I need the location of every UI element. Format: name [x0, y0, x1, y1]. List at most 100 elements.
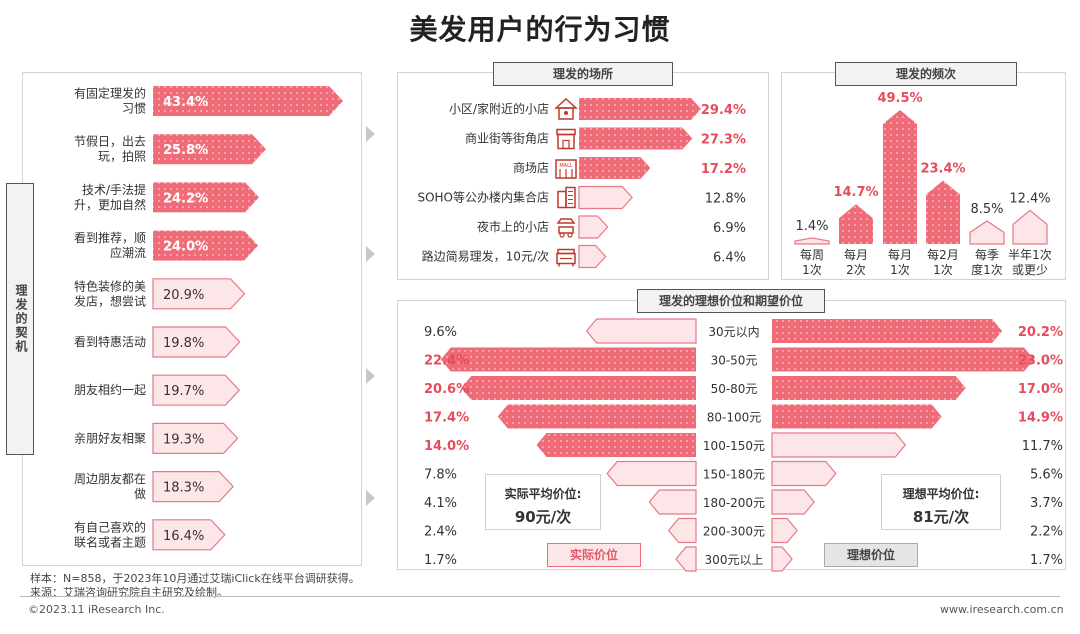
motive-category-label: 联名或者主题 [74, 534, 146, 549]
actual-average-value: 90元/次 [514, 508, 572, 526]
office-building-icon [557, 186, 576, 209]
freq-bar [839, 204, 873, 244]
ideal-average-value: 81元/次 [912, 508, 970, 526]
stall-wheel [567, 232, 573, 238]
motive-category-label: 升，更加自然 [74, 197, 146, 212]
freq-category-label: 每月 [844, 247, 868, 262]
page-title: 美发用户的行为习惯 [409, 13, 671, 46]
price-category-label: 50-80元 [711, 382, 758, 396]
motive-section-title: 理发的契机 [6, 183, 34, 455]
motive-category-label: 亲朋好友相聚 [74, 431, 146, 445]
actual-value-label: 4.1% [424, 496, 457, 511]
ideal-value-label: 17.0% [1018, 382, 1063, 397]
motive-value-label: 20.9% [163, 288, 204, 303]
place-category-label: 夜市上的小店 [477, 219, 549, 234]
ideal-price-bar [772, 376, 966, 400]
freq-bar [969, 220, 1005, 245]
motive-section-title-text: 理发的契机 [14, 284, 28, 354]
freq-bar [926, 180, 960, 244]
motive-bar [153, 182, 259, 213]
street-stall-icon [556, 218, 576, 238]
price-section-title: 理发的理想价位和期望价位 [637, 289, 825, 313]
place-category-label: 路边简易理发，10元/次 [422, 249, 549, 264]
freq-category-label: 1次 [802, 263, 822, 277]
price-category-label: 100-150元 [703, 439, 765, 453]
motive-bar [152, 422, 239, 454]
freq-value-label: 1.4% [795, 219, 828, 234]
place-category-label: 商业街等街角店 [465, 131, 549, 146]
motive-value-label: 19.3% [163, 432, 204, 447]
actual-value-label: 9.6% [424, 325, 457, 340]
motive-value-label: 24.0% [163, 240, 208, 255]
office-tower-right [565, 186, 576, 209]
freq-section-title: 理发的频次 [835, 62, 1017, 86]
ideal-average-box: 理想平均价位: 81元/次 [881, 474, 1001, 530]
actual-price-bar [497, 404, 696, 429]
motive-bar [152, 374, 241, 406]
footer-website: www.iresearch.com.cn [940, 603, 1064, 616]
place-value-label: 6.9% [713, 221, 746, 236]
motive-category-label: 特色装修的美 [74, 278, 146, 293]
actual-average-box: 实际平均价位: 90元/次 [485, 474, 601, 530]
price-category-label: 30-50元 [711, 354, 758, 368]
place-value-label: 29.4% [701, 103, 746, 118]
place-bar [579, 157, 651, 179]
place-section-title: 理发的场所 [493, 62, 673, 86]
mall-sign: MALL [559, 163, 573, 169]
actual-price-bar [667, 517, 697, 544]
freq-value-label: 23.4% [920, 162, 965, 177]
ideal-price-bar [771, 546, 793, 572]
place-category-label: SOHO等公办楼内集合店 [417, 190, 549, 205]
motive-value-label: 19.7% [163, 384, 204, 399]
ideal-value-label: 3.7% [1030, 496, 1063, 511]
motive-category-label: 玩，拍照 [98, 149, 146, 164]
ideal-value-label: 11.7% [1022, 439, 1063, 454]
connector-arrow [366, 126, 375, 142]
actual-price-bar [675, 546, 697, 572]
shop-icon [556, 128, 576, 150]
ideal-value-label: 5.6% [1030, 468, 1063, 483]
motive-category-label: 看到特惠活动 [74, 334, 146, 349]
ideal-value-label: 1.7% [1030, 553, 1063, 568]
stall-canopy [556, 218, 576, 224]
motive-value-label: 25.8% [163, 143, 208, 158]
ideal-value-label: 20.2% [1018, 325, 1063, 340]
actual-price-bar [440, 347, 696, 372]
place-category-label: 小区/家附近的小店 [449, 101, 549, 116]
motive-value-label: 18.3% [163, 481, 204, 496]
house-icon [554, 97, 578, 120]
shop-door [562, 139, 570, 150]
actual-value-label: 20.6% [424, 382, 469, 397]
mall-icon: MALL [555, 159, 577, 179]
barber-cart-icon [556, 248, 576, 267]
place-value-label: 6.4% [713, 251, 746, 266]
actual-value-label: 7.8% [424, 468, 457, 483]
motive-bar [152, 326, 241, 358]
place-bar [579, 127, 693, 150]
place-bar [579, 98, 701, 120]
office-tower-left [557, 190, 567, 209]
motive-bar [152, 471, 234, 503]
motive-category-label: 看到推荐，顺 [74, 231, 146, 245]
motive-value-label: 19.8% [163, 336, 204, 351]
connector-arrow [366, 490, 375, 506]
ideal-legend-tag: 理想价位 [824, 543, 918, 567]
ideal-value-label: 14.9% [1018, 411, 1063, 426]
freq-bar [1012, 209, 1048, 245]
motive-category-label: 周边朋友都在 [74, 472, 146, 486]
actual-value-label: 2.4% [424, 525, 457, 540]
stall-cart [558, 226, 574, 234]
freq-category-label: 每季 [975, 247, 999, 262]
freq-category-label: 每2月 [927, 247, 959, 262]
cart-body [556, 252, 576, 265]
actual-price-bar [648, 489, 697, 515]
connector-arrow [366, 368, 375, 384]
footer-divider [20, 596, 1060, 597]
ideal-value-label: 23.0% [1018, 354, 1063, 369]
motive-bar [153, 134, 266, 165]
ideal-price-bar [772, 319, 1003, 343]
place-value-label: 17.2% [701, 162, 746, 177]
ideal-price-bar [771, 489, 815, 515]
freq-category-label: 度1次 [971, 262, 1003, 277]
